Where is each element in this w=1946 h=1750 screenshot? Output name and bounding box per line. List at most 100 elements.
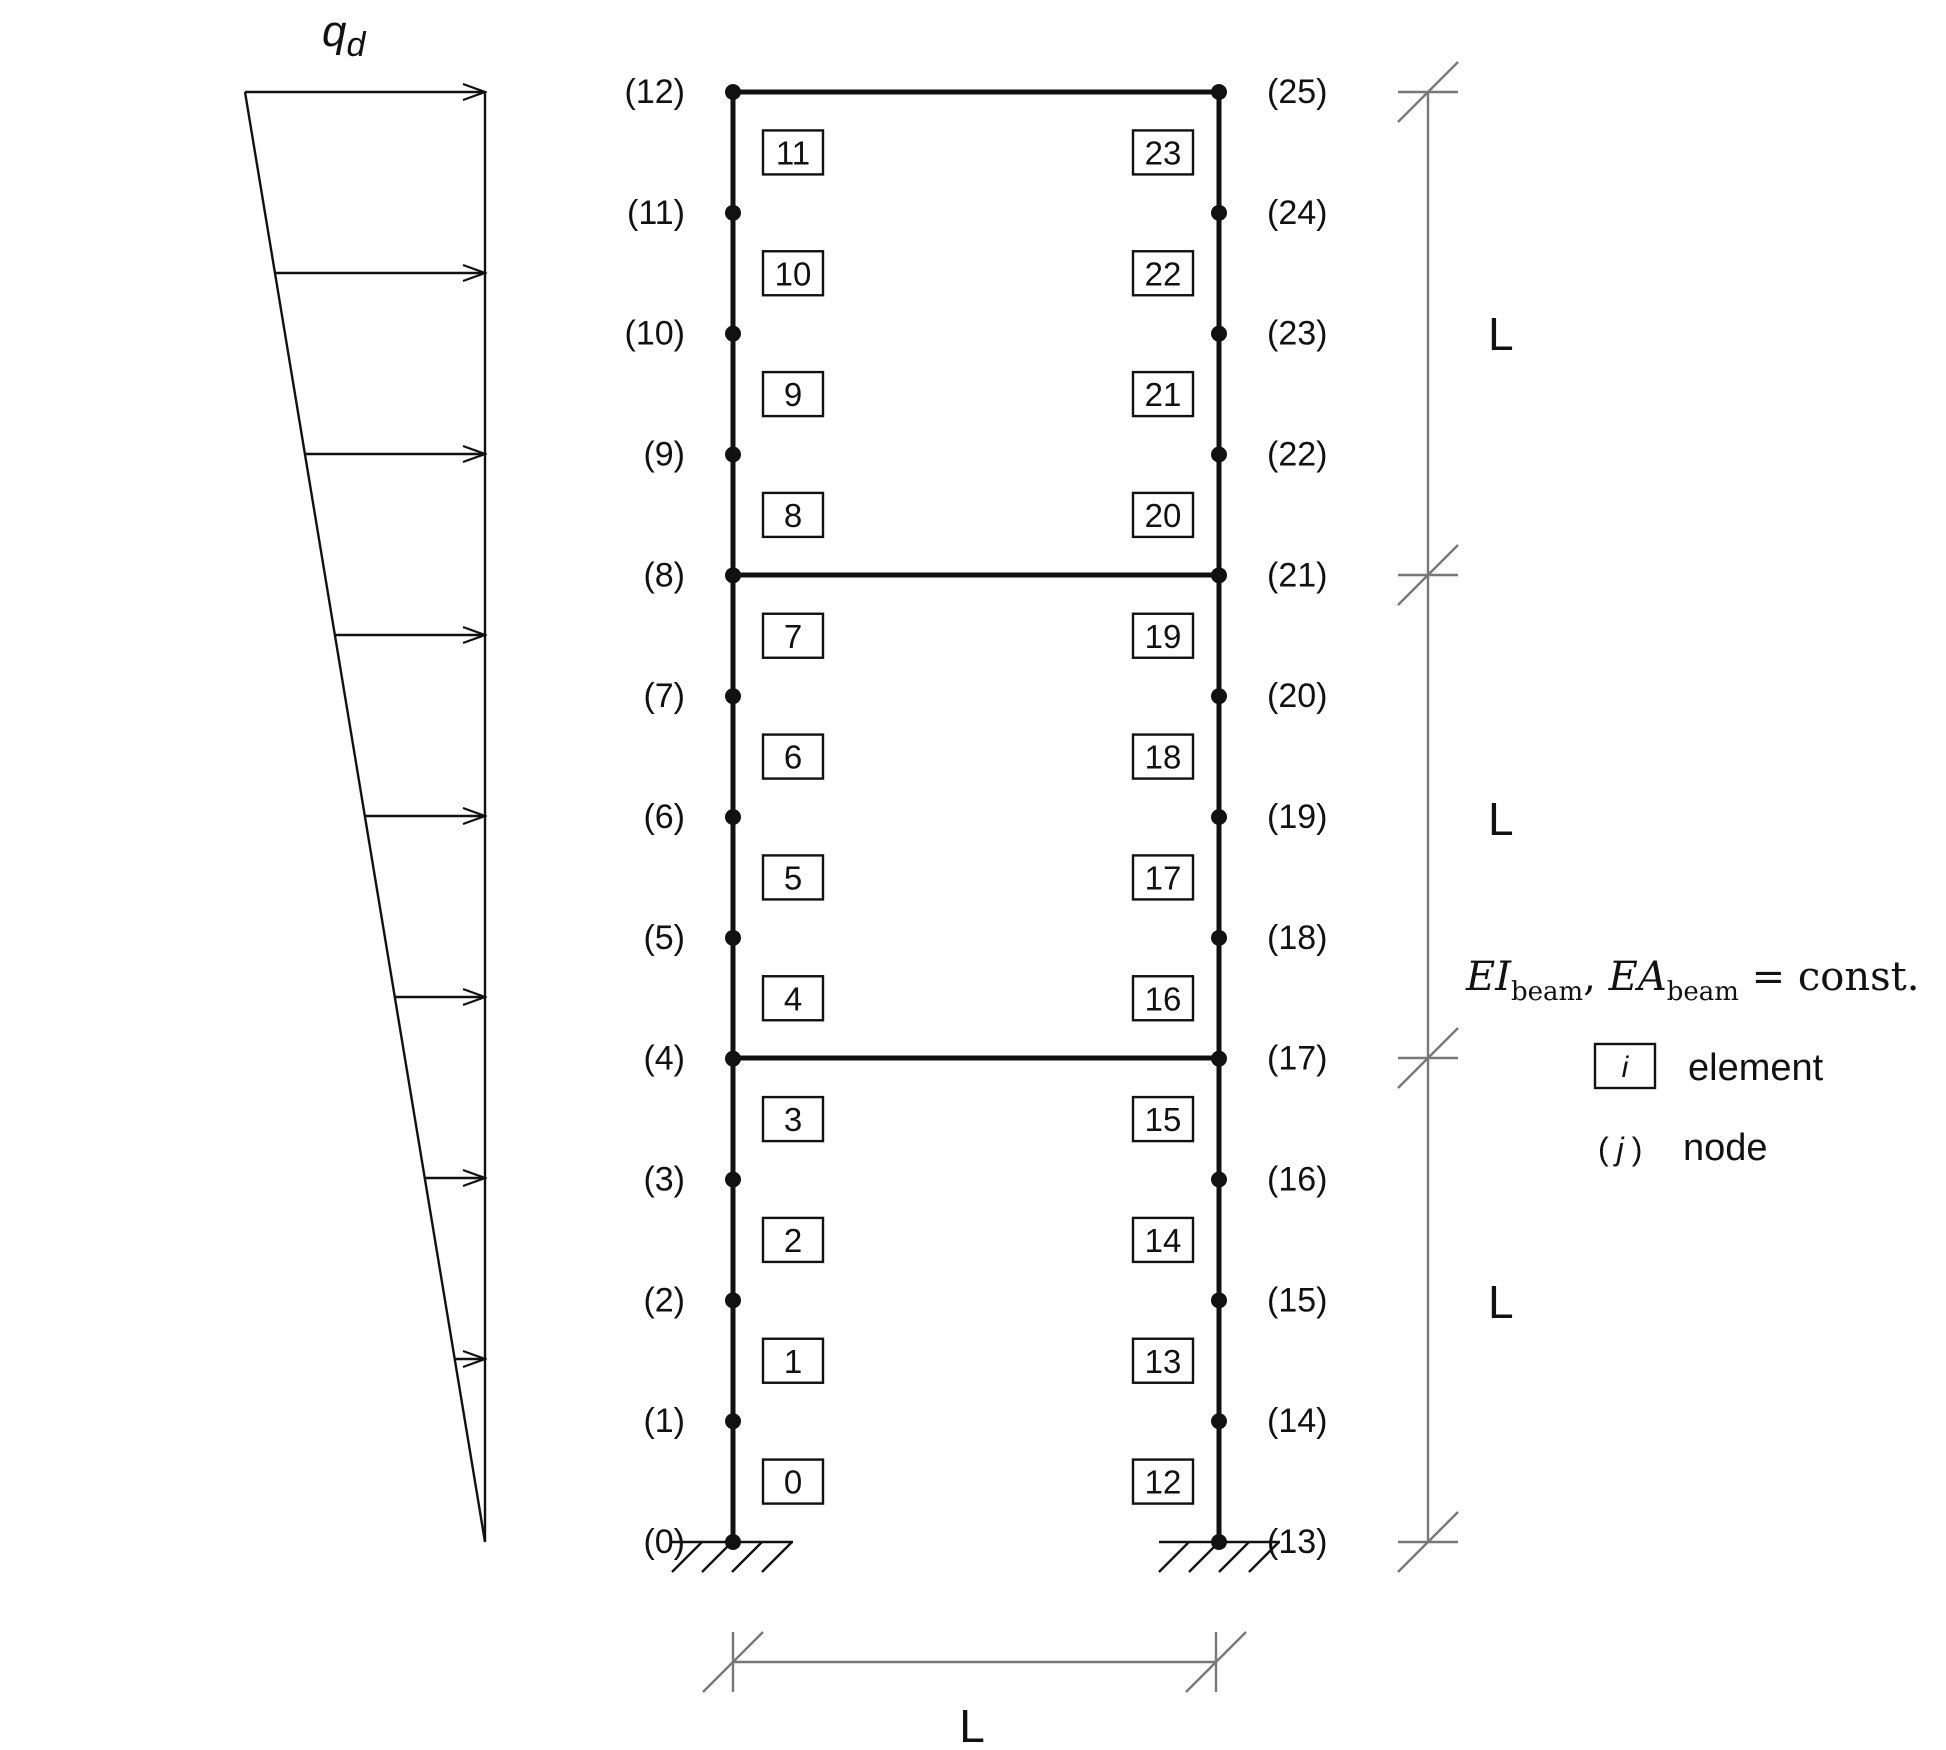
node-label: (5)	[643, 919, 685, 957]
element-number: 16	[1145, 980, 1182, 1017]
node-label: (1)	[643, 1402, 685, 1440]
node-dot	[1211, 1534, 1227, 1550]
node-label: (14)	[1267, 1402, 1327, 1440]
element-box	[1131, 854, 1195, 901]
node-dot	[1211, 84, 1227, 100]
node-label: (6)	[643, 798, 685, 836]
element-box	[1131, 129, 1195, 176]
dimension-story-2: L	[1488, 793, 1514, 845]
node-dots	[725, 84, 1227, 1550]
distributed-load: qd	[243, 7, 485, 1543]
legend-element-label: element	[1688, 1047, 1824, 1089]
dimension-story-1: L	[1488, 1276, 1514, 1328]
legend-node-label: node	[1683, 1127, 1768, 1169]
node-label: (12)	[625, 73, 685, 111]
node-label: (17)	[1267, 1040, 1327, 1078]
node-dot	[1211, 325, 1227, 342]
element-number: 12	[1145, 1464, 1182, 1501]
element-box	[761, 733, 825, 780]
element-number: 20	[1145, 497, 1182, 534]
node-label: (22)	[1267, 436, 1327, 474]
element-box	[761, 1337, 825, 1384]
node-label: (7)	[643, 677, 685, 715]
element-number: 8	[784, 497, 802, 534]
element-box	[761, 1216, 825, 1264]
node-dot	[725, 567, 741, 584]
node-label: (0)	[643, 1523, 685, 1561]
element-box	[761, 1458, 825, 1505]
load-label: qd	[322, 7, 366, 64]
node-dot	[1211, 204, 1227, 221]
element-number: 13	[1145, 1343, 1182, 1380]
node-dot	[725, 1171, 741, 1188]
node-label: (20)	[1267, 677, 1327, 715]
legend: i element (j) node	[1593, 1042, 1824, 1169]
element-box	[1131, 250, 1195, 297]
node-label: (2)	[643, 1281, 685, 1319]
node-label: (8)	[643, 556, 685, 594]
element-box	[1131, 1337, 1195, 1384]
legend-element-symbol: i	[1622, 1051, 1630, 1084]
element-box	[1131, 370, 1195, 418]
element-number: 0	[784, 1464, 802, 1501]
node-label: (21)	[1267, 556, 1327, 594]
node-label: (16)	[1267, 1161, 1327, 1199]
vertical-dimension	[1397, 61, 1459, 1573]
node-dot	[725, 1292, 741, 1309]
node-dot	[725, 1050, 741, 1067]
node-dot	[1211, 809, 1227, 825]
element-number: 15	[1145, 1101, 1182, 1138]
node-label: (25)	[1267, 73, 1327, 111]
node-dot	[725, 84, 741, 100]
element-number: 1	[784, 1343, 802, 1380]
element-number: 21	[1145, 376, 1182, 413]
dimension-story-3: L	[1488, 308, 1514, 360]
node-dot	[725, 809, 741, 825]
node-label: (9)	[643, 436, 685, 474]
node-dot	[725, 1534, 741, 1550]
element-number: 23	[1145, 134, 1182, 171]
load-arrows	[245, 92, 485, 1359]
element-box	[761, 370, 825, 418]
element-box	[1131, 975, 1195, 1022]
node-label: (10)	[625, 315, 685, 353]
node-dot	[725, 446, 741, 463]
node-label: (18)	[1267, 919, 1327, 957]
element-number: 17	[1145, 859, 1182, 896]
node-dot	[725, 204, 741, 221]
element-number: 19	[1145, 618, 1182, 655]
node-label: (24)	[1267, 194, 1327, 232]
node-dot	[1211, 1050, 1227, 1067]
element-box	[761, 129, 825, 176]
element-number: 22	[1145, 255, 1182, 292]
node-dot	[1211, 1292, 1227, 1309]
node-dot	[725, 929, 741, 946]
element-box	[761, 975, 825, 1022]
node-dot	[1211, 1413, 1227, 1430]
stiffness-properties: EIbeam, EAbeam = const.	[1465, 954, 1919, 1007]
node-dot	[1211, 446, 1227, 463]
node-dot	[1211, 567, 1227, 584]
element-box	[1131, 612, 1195, 659]
element-number: 14	[1145, 1222, 1182, 1259]
element-box	[1131, 1458, 1195, 1505]
element-number: 5	[784, 859, 802, 896]
dimension-span: L	[959, 1700, 985, 1750]
element-number: 4	[784, 980, 802, 1017]
element-number: 7	[784, 618, 802, 655]
node-dot	[1211, 1171, 1227, 1188]
element-box	[761, 612, 825, 659]
node-label: (23)	[1267, 315, 1327, 353]
element-number: 3	[784, 1101, 802, 1138]
node-dot	[725, 688, 741, 705]
node-label: (13)	[1267, 1523, 1327, 1561]
node-label: (4)	[643, 1040, 685, 1078]
element-number: 2	[784, 1222, 802, 1259]
frame-members	[730, 89, 1222, 1542]
node-label: (15)	[1267, 1281, 1327, 1319]
element-box	[1131, 491, 1195, 539]
element-number: 9	[784, 376, 802, 413]
element-number: 10	[775, 255, 812, 292]
